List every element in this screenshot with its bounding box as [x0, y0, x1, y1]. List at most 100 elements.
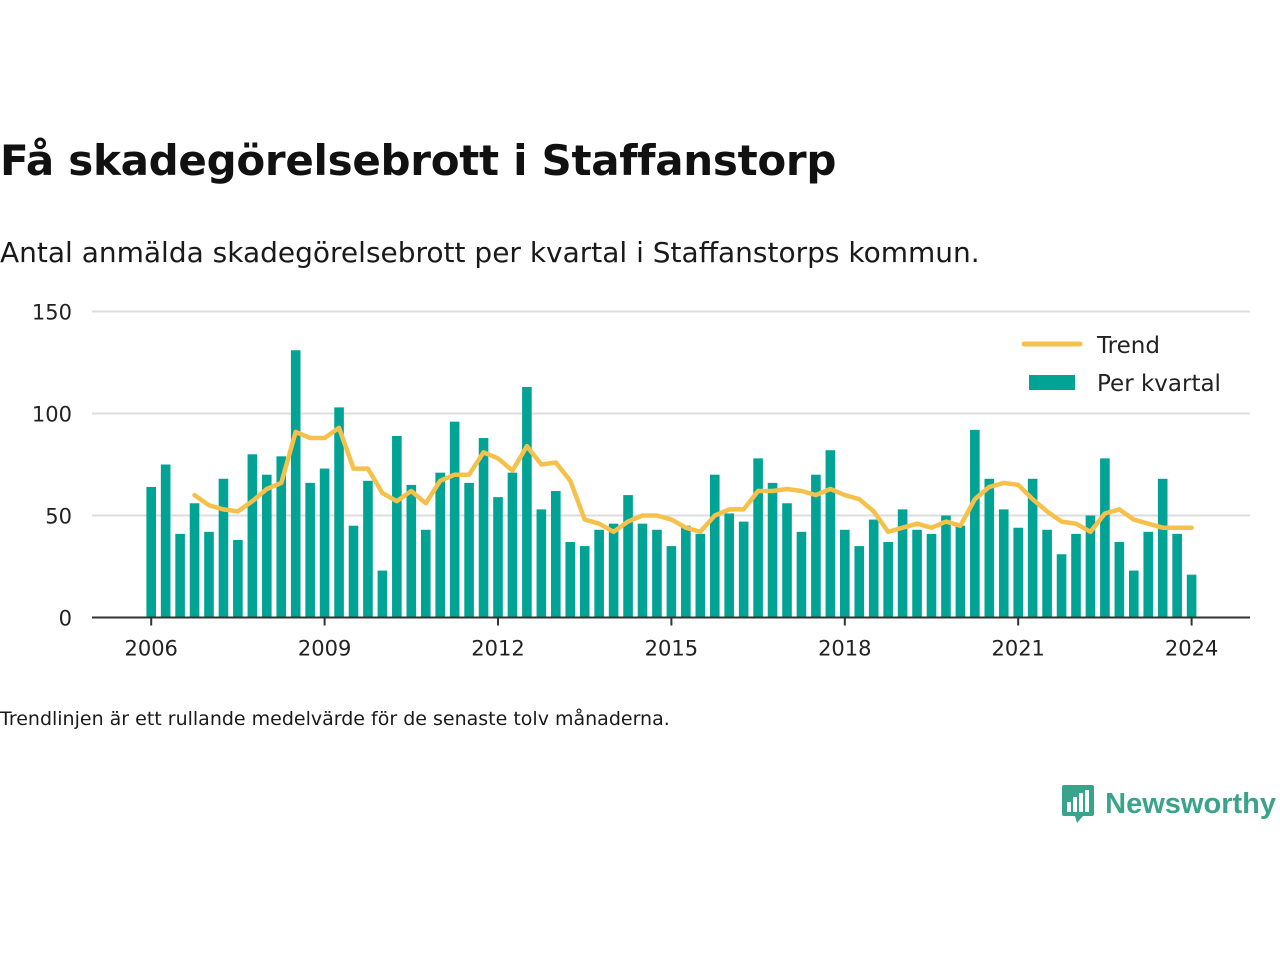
x-axis-ticks: 2006 2009 2012 2015 2018 2021 2024: [124, 617, 1218, 661]
bar: [175, 533, 185, 618]
bar: [984, 478, 995, 618]
bar: [464, 482, 474, 618]
bar: [1042, 529, 1052, 618]
legend: Trend Per kvartal: [1021, 333, 1221, 397]
bar: [377, 570, 388, 618]
bar: [1100, 458, 1110, 618]
x-tick-label: 2009: [298, 637, 351, 661]
bar: [189, 503, 200, 618]
bar: [536, 509, 547, 618]
bar: [1085, 515, 1096, 618]
bar: [724, 513, 734, 618]
bar: [897, 509, 908, 618]
bar: [406, 484, 417, 618]
x-tick-label: 2012: [471, 637, 524, 661]
bar: [319, 468, 330, 618]
bar: [709, 474, 720, 618]
bar: [218, 478, 229, 618]
bar: [594, 529, 604, 618]
bar: [782, 503, 792, 618]
bar: [1114, 542, 1125, 618]
bar: [1027, 478, 1038, 618]
bar: [955, 525, 966, 618]
chart-subtitle: Antal anmälda skadegörelsebrott per kvar…: [0, 236, 980, 269]
bar: [507, 472, 518, 618]
bar: [262, 474, 272, 618]
bar: [608, 523, 619, 618]
bar: [290, 350, 301, 618]
bar: [883, 542, 893, 618]
x-tick-label: 2015: [645, 637, 698, 661]
bar: [449, 421, 460, 618]
bar: [493, 497, 503, 618]
legend-trend-label: Trend: [1096, 333, 1160, 359]
x-tick-label: 2021: [991, 637, 1044, 661]
bar: [1143, 531, 1154, 618]
x-tick-label: 2018: [818, 637, 871, 661]
bar: [579, 546, 590, 618]
y-axis-tick-labels: 0 50 100 150: [32, 301, 72, 631]
footnote: Trendlinjen är ett rullande medelvärde f…: [0, 708, 670, 730]
bar: [825, 450, 836, 618]
bar: [363, 480, 373, 618]
bar: [146, 486, 156, 618]
bar: [1071, 533, 1081, 618]
bar: [348, 525, 359, 618]
bar: [652, 529, 662, 618]
bar: [681, 525, 691, 618]
legend-bar-swatch: [1029, 375, 1075, 390]
y-tick-label: 50: [45, 505, 72, 529]
bar: [623, 495, 633, 618]
bar: [551, 491, 561, 618]
bar: [1056, 554, 1067, 618]
bar: [1013, 527, 1023, 618]
bar: [941, 515, 951, 618]
bar: [796, 531, 807, 618]
x-tick-label: 2024: [1165, 637, 1218, 661]
bar: [1157, 478, 1168, 618]
bar: [666, 546, 677, 618]
bar: [854, 546, 865, 618]
y-tick-label: 100: [32, 403, 72, 427]
bar: [926, 533, 937, 618]
bar: [392, 435, 402, 618]
bar: [1172, 533, 1182, 618]
bar: [1186, 574, 1197, 618]
y-tick-label: 0: [59, 607, 72, 631]
bar: [840, 529, 850, 618]
bar-series-per-kvartal: [146, 350, 1197, 618]
bar: [998, 509, 1009, 618]
bar: [811, 474, 821, 618]
bar: [767, 482, 778, 618]
bar: [247, 454, 258, 618]
bar: [233, 539, 243, 618]
bar: [276, 456, 287, 618]
bar: [912, 529, 922, 618]
bar: [160, 464, 171, 618]
x-tick-label: 2006: [124, 637, 177, 661]
chart-title: Få skadegörelsebrott i Staffanstorp: [0, 136, 837, 185]
bar: [420, 529, 431, 618]
newsworthy-logo-icon: [1062, 785, 1095, 823]
bar: [204, 531, 214, 618]
bar: [738, 521, 749, 618]
bar: [478, 437, 489, 618]
bar: [970, 429, 980, 618]
bar: [637, 523, 648, 618]
y-tick-label: 150: [32, 301, 72, 325]
bar: [435, 472, 445, 618]
legend-bar-label: Per kvartal: [1097, 371, 1221, 397]
bar: [565, 542, 576, 618]
bar: [753, 458, 763, 618]
bar: [868, 519, 879, 618]
bar: [695, 533, 706, 618]
brand-logo: Newsworthy: [1061, 784, 1276, 824]
bar: [334, 407, 344, 618]
trend-line: [192, 425, 1194, 535]
bar-line-chart: 0 50 100 150 2006 2009 2012 2015 2018 2021 2024 T…: [32, 301, 1250, 661]
bar: [1129, 570, 1139, 618]
brand-name: Newsworthy: [1105, 787, 1276, 820]
bar: [522, 386, 532, 618]
bar: [305, 482, 315, 618]
trend-series: [192, 425, 1194, 535]
